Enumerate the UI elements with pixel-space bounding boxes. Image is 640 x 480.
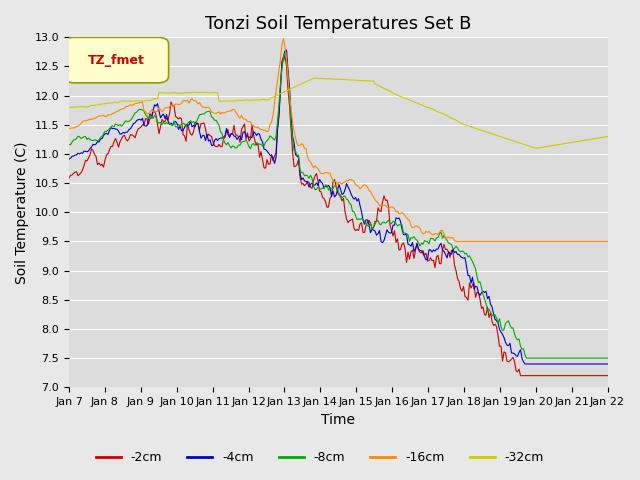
Text: TZ_fmet: TZ_fmet	[88, 54, 145, 67]
X-axis label: Time: Time	[321, 413, 355, 427]
Y-axis label: Soil Temperature (C): Soil Temperature (C)	[15, 141, 29, 284]
Title: Tonzi Soil Temperatures Set B: Tonzi Soil Temperatures Set B	[205, 15, 472, 33]
FancyBboxPatch shape	[63, 37, 169, 83]
Legend: -2cm, -4cm, -8cm, -16cm, -32cm: -2cm, -4cm, -8cm, -16cm, -32cm	[91, 446, 549, 469]
